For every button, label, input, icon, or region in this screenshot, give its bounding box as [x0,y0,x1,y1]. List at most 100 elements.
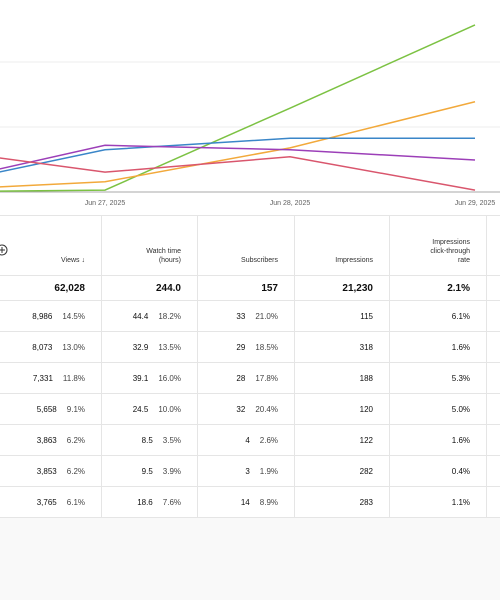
percent: 13.5% [158,342,181,352]
percent: 14.5% [62,311,85,321]
percent: 6.1% [66,497,85,507]
value: 5.3% [451,373,470,383]
value: 24.5 [132,404,149,414]
x-tick-label: Jun 27, 2025 [85,200,126,207]
data-cell: 188 [295,363,390,394]
value: 3 [245,466,250,476]
percent: 13.0% [62,342,85,352]
data-cell: 8,986 14.5% [0,301,102,332]
value: 4 [245,435,250,445]
percent: 18.2% [158,311,181,321]
data-cell [487,425,500,456]
series-line [0,24,476,192]
value: 14 [240,497,250,507]
value: 18.6 [137,497,153,507]
value: 1.1% [451,497,470,507]
data-cell: 8,073 13.0% [0,332,102,363]
percent: 11.8% [62,373,85,383]
value: 3,765 [36,497,57,507]
data-cell: 28 17.8% [198,363,295,394]
data-cell [487,456,500,487]
data-cell: 33 21.0% [198,301,295,332]
total-value: 2.1% [447,282,470,294]
data-cell: 318 [295,332,390,363]
sort-icon[interactable]: ↓ [79,257,85,264]
data-cell [487,363,500,394]
data-cell: 115 [295,301,390,332]
data-cell: 8.5 3.5% [102,425,198,456]
data-cell: 39.1 16.0% [102,363,198,394]
data-cell: 283 [295,487,390,518]
data-cell: 6.1% [390,301,487,332]
data-cell: 4 2.6% [198,425,295,456]
x-tick-label: Jun 28, 2025 [270,200,311,207]
x-tick-label: Jun 29, 2025 [455,200,496,207]
data-cell [487,487,500,518]
header-text[interactable]: Views ↓ [61,256,85,265]
percent: 6.2% [66,466,85,476]
data-cell [487,332,500,363]
column-header: Subscribers [198,216,295,276]
percent: 9.1% [66,404,85,414]
data-cell: 120 [295,394,390,425]
data-cell [487,394,500,425]
percent: 3.5% [162,435,181,445]
data-table: Views ↓ Watch time (hours) Subscribers Impr… [0,215,500,518]
header-text[interactable]: Impressions [335,256,373,265]
percent: 6.2% [66,435,85,445]
value: 1.6% [451,342,470,352]
data-cell: 14 8.9% [198,487,295,518]
value: 6.1% [451,311,470,321]
data-cell: 3,853 6.2% [0,456,102,487]
value: 115 [360,311,373,321]
data-cell: 1.6% [390,425,487,456]
value: 3,863 [36,435,57,445]
percent: 2.6% [259,435,278,445]
value: 8,986 [32,311,53,321]
column-header: Watch time (hours) [102,216,198,276]
data-cell: 9.5 3.9% [102,456,198,487]
value: 3,853 [36,466,57,476]
value: 44.4 [132,311,149,321]
add-column-icon[interactable] [0,244,8,256]
data-cell: 29 18.5% [198,332,295,363]
total-value: 157 [261,282,278,294]
data-cell: 1.1% [390,487,487,518]
value: 5,658 [36,404,57,414]
data-cell: 1.6% [390,332,487,363]
value: 8.5 [141,435,153,445]
series-line [0,137,475,173]
total-cell [487,276,500,301]
value: 33 [236,311,246,321]
data-cell: 3,863 6.2% [0,425,102,456]
value: 1.6% [451,435,470,445]
percent: 17.8% [255,373,278,383]
total-cell: 21,230 [295,276,390,301]
data-cell: 24.5 10.0% [102,394,198,425]
percent: 1.9% [259,466,278,476]
column-header: Impressions [295,216,390,276]
value: 32.9 [132,342,149,352]
column-header: Impressions click-through rate [390,216,487,276]
total-cell: 244.0 [102,276,198,301]
value: 9.5 [141,466,153,476]
header-text[interactable]: Watch time (hours) [131,247,181,265]
percent: 18.5% [255,342,278,352]
value: 29 [236,342,246,352]
total-value: 62,028 [54,282,85,294]
header-text[interactable]: Impressions click-through rate [420,238,470,265]
data-cell: 18.6 7.6% [102,487,198,518]
data-cell: 7,331 11.8% [0,363,102,394]
data-cell: 44.4 18.2% [102,301,198,332]
percent: 20.4% [255,404,278,414]
percent: 16.0% [158,373,181,383]
data-cell: 3 1.9% [198,456,295,487]
data-cell: 3,765 6.1% [0,487,102,518]
data-cell: 5,658 9.1% [0,394,102,425]
header-text[interactable]: Subscribers [241,256,278,265]
series-line [0,144,476,170]
header-label: Impressions [335,257,373,264]
data-cell: 0.4% [390,456,487,487]
data-cell: 5.3% [390,363,487,394]
